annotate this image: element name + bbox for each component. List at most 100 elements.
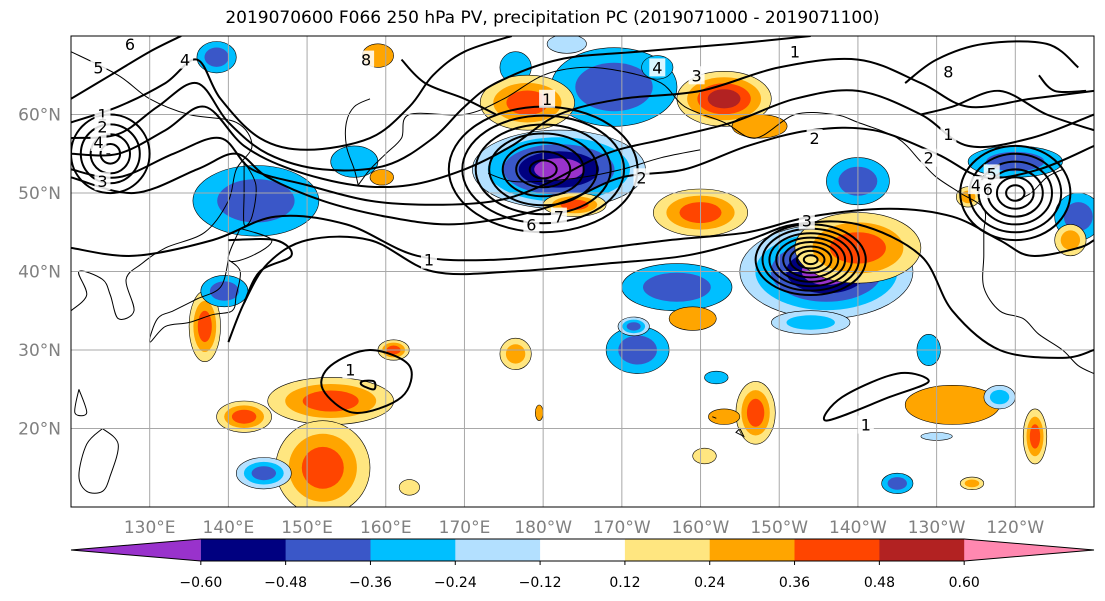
- coastline: [78, 428, 119, 494]
- precip-anomaly-patch: [1063, 202, 1093, 232]
- precip-anomaly-patch: [692, 447, 717, 465]
- pv-label-bg: [550, 207, 567, 226]
- pv-contour-label: 3: [97, 172, 107, 191]
- precip-anomaly-patch: [707, 89, 741, 109]
- pv-contour: [71, 207, 1094, 262]
- chart-title: 2019070600 F066 250 hPa PV, precipitatio…: [225, 8, 880, 28]
- colorbar-extend-min: [71, 539, 201, 561]
- pv-contour: [228, 237, 293, 304]
- lat-tick-label: 50°N: [18, 184, 61, 204]
- lon-tick-label: 150°W: [750, 518, 808, 538]
- pv-label-bg: [358, 50, 375, 69]
- precip-anomaly-patch: [786, 315, 835, 330]
- precip-anomaly-patch: [1029, 424, 1041, 449]
- pv-cutoff-low-contour: [802, 254, 819, 266]
- precip-anomaly-patch: [302, 390, 359, 412]
- pv-contour-label: 8: [361, 51, 371, 70]
- pv-contour-label: 2: [924, 149, 934, 168]
- precip-anomaly-patch: [505, 344, 526, 364]
- pv-cutoff-low-contour: [995, 176, 1035, 210]
- precip-anomaly-patch: [231, 409, 257, 424]
- coastline: [227, 227, 273, 262]
- pv-label-bg: [979, 180, 996, 199]
- lon-tick-label: 130°E: [124, 518, 176, 538]
- pv-contour-label: 5: [987, 164, 997, 183]
- pv-contour: [359, 379, 377, 391]
- lon-tick-label: 170°W: [593, 518, 651, 538]
- pv-contour: [822, 372, 930, 422]
- precip-anomaly-patch: [704, 370, 729, 385]
- pv-cutoff-low-contour: [501, 141, 585, 198]
- precip-anomaly-patch: [209, 281, 239, 301]
- colorbar-tick-label: 0.48: [864, 575, 895, 591]
- pv-cutoff-low-contour: [528, 159, 558, 180]
- latitude-ticks: 20°N 30°N 40°N 50°N 60°N: [18, 106, 61, 440]
- pv-label-bg: [122, 36, 138, 53]
- precip-anomaly-patch: [964, 479, 980, 488]
- precip-anomaly-patch: [575, 62, 653, 112]
- pv-cutoff-low-contour: [775, 236, 847, 283]
- pv-label-bg: [940, 62, 957, 81]
- precip-anomaly-patch: [887, 477, 907, 490]
- pv-contour-label: 1: [424, 251, 434, 270]
- pv-cutoff-low-contour: [99, 143, 122, 165]
- pv-cutoff-low-contour: [488, 132, 599, 207]
- lat-lon-grid: [71, 36, 1094, 507]
- pv-contour: [71, 36, 811, 172]
- colorbar-extend-max: [964, 539, 1094, 561]
- pv-contour-label: 7: [554, 208, 564, 227]
- coastline: [74, 389, 88, 417]
- precip-anomaly-patch: [251, 466, 276, 481]
- longitude-ticks: 130°E 140°E 150°E 160°E 170°E 180°W 170°W 160°W…: [124, 518, 1045, 538]
- pv-contour: [71, 57, 1094, 189]
- pv-label-bg: [90, 133, 107, 151]
- pv-label-bg: [787, 42, 803, 61]
- colorbar-tick-label: −0.48: [264, 575, 307, 591]
- precip-anomaly-patch: [989, 389, 1010, 405]
- pv-label-bg: [90, 58, 107, 77]
- precip-anomaly-patch: [534, 404, 544, 421]
- pv-contour-label: 3: [802, 212, 812, 231]
- pv-cutoff-low-contour: [515, 150, 572, 189]
- colorbar-swatch: [624, 539, 711, 561]
- precip-anomaly-patch: [1060, 230, 1081, 250]
- precip-anomaly-patch: [369, 169, 394, 186]
- colorbar-swatch: [540, 539, 626, 561]
- island: [712, 416, 717, 419]
- pv-label-bg: [94, 117, 111, 136]
- precip-anomaly-patch: [301, 446, 344, 489]
- map-frame: [70, 35, 1095, 508]
- pv-cutoff-low-contour: [795, 249, 826, 270]
- pv-label-bg: [633, 168, 650, 187]
- lat-tick-label: 30°N: [18, 341, 61, 361]
- pv-contour-label: 1: [345, 361, 355, 380]
- pv-contour: [71, 36, 513, 151]
- pv-contour-label: 8: [943, 62, 953, 81]
- pv-contour-label: 1: [97, 106, 107, 125]
- pv-contour: [227, 220, 1094, 359]
- precip-anomaly-patch: [534, 158, 584, 181]
- pv-label-bg: [920, 148, 937, 167]
- pv-contour-label: 1: [542, 90, 552, 109]
- colorbar-tick-label: 0.36: [779, 575, 810, 591]
- pv-cutoff-low-contour: [789, 245, 833, 274]
- pv-contour-label: 5: [93, 58, 103, 77]
- island: [735, 427, 745, 438]
- pv-contour-label: 6: [983, 180, 993, 199]
- colorbar: −0.60 −0.48 −0.36 −0.24 −0.12 0.12 0.24 0.36 0.4…: [70, 538, 1095, 591]
- pv-label-bg: [421, 250, 437, 269]
- pv-label-bg: [940, 125, 957, 144]
- colorbar-tick-label: −0.24: [434, 575, 477, 591]
- colorbar-tick-label: 0.60: [949, 575, 980, 591]
- colorbar-tick-label: 0.24: [694, 575, 725, 591]
- precip-anomaly-patch: [217, 179, 295, 223]
- pv-contour: [320, 348, 413, 414]
- pv-label-bg: [798, 211, 815, 230]
- colorbar-tick-label: 0.12: [609, 575, 640, 591]
- pv-contour: [904, 40, 1079, 84]
- pv-contour-label: 4: [180, 51, 190, 70]
- pv-contour-label: 2: [636, 168, 646, 187]
- pv-contour-label: 1: [943, 125, 953, 144]
